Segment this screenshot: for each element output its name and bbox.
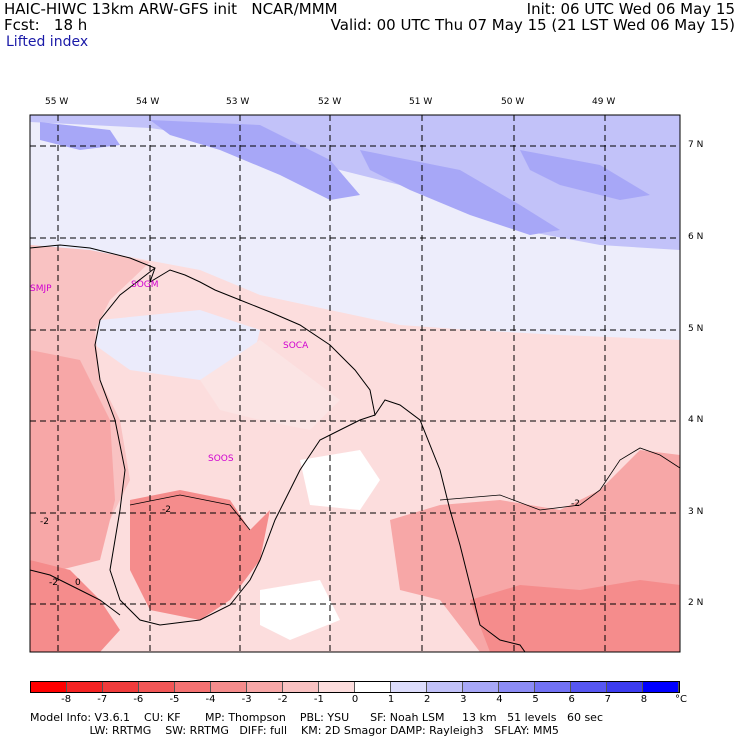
contour-label: -2 [571, 499, 580, 509]
lat-label: 6 N [688, 232, 704, 242]
lon-label: 50 W [501, 97, 525, 107]
colorbar-swatch [103, 682, 139, 692]
colorbar-swatch [571, 682, 607, 692]
colorbar-tick-label: 5 [532, 694, 539, 705]
colorbar-swatch [247, 682, 283, 692]
lon-label: 54 W [136, 97, 160, 107]
colorbar-tick-label: 3 [460, 694, 467, 705]
colorbar-swatch [535, 682, 571, 692]
forecast-hour: Fcst: 18 h [4, 16, 88, 34]
colorbar-tick-label: 4 [496, 694, 503, 705]
colorbar-tick-label: -6 [133, 694, 144, 705]
colorbar-tick-label: -5 [169, 694, 180, 705]
contour-label: -2 [40, 517, 49, 527]
lon-label: 52 W [318, 97, 342, 107]
colorbar-swatch [391, 682, 427, 692]
colorbar-tick-label: -8 [61, 694, 72, 705]
colorbar-tick-label: -3 [241, 694, 252, 705]
lat-label: 7 N [688, 140, 704, 150]
colorbar-tick-label: 0 [351, 694, 359, 705]
model-title: HAIC-HIWC 13km ARW-GFS init NCAR/MMM [4, 0, 338, 18]
colorbar-tick-label: 1 [387, 694, 395, 705]
lat-label: 3 N [688, 507, 704, 517]
colorbar-swatch [607, 682, 643, 692]
colorbar [30, 681, 680, 693]
lat-label: 5 N [688, 324, 704, 334]
lat-label: 4 N [688, 415, 704, 425]
lon-label: 55 W [45, 97, 69, 107]
colorbar-tick-label: 2 [424, 694, 431, 705]
contour-label: 0 [75, 578, 81, 588]
field-name: Lifted index [6, 34, 89, 50]
colorbar-tick-label: -7 [97, 694, 108, 705]
init-time: Init: 06 UTC Wed 06 May 15 [526, 0, 735, 18]
colorbar-swatch [31, 682, 67, 692]
colorbar-swatch [283, 682, 319, 692]
map-frame [29, 114, 681, 653]
valid-time: Valid: 00 UTC Thu 07 May 15 (21 LST Wed … [330, 16, 735, 34]
colorbar-swatch [427, 682, 463, 692]
colorbar-swatch [355, 682, 391, 692]
colorbar-swatch [643, 682, 679, 692]
colorbar-swatch [463, 682, 499, 692]
colorbar-unit: °C [675, 694, 687, 705]
station-label: SMJP [30, 284, 52, 294]
colorbar-swatch [211, 682, 247, 692]
colorbar-tick-label: 8 [640, 694, 648, 705]
lon-label: 49 W [592, 97, 616, 107]
colorbar-swatch [175, 682, 211, 692]
colorbar-tick-label: -1 [313, 694, 324, 705]
colorbar-swatch [67, 682, 103, 692]
station-label: SOOS [208, 454, 234, 464]
model-info-line1: Model Info: V3.6.1 CU: KF MP: Thompson P… [30, 711, 603, 724]
shaded-field [30, 115, 680, 652]
lat-label: 2 N [688, 598, 704, 608]
model-info-line2: LW: RRTMG SW: RRTMG DIFF: full KM: 2D Sm… [30, 724, 559, 737]
colorbar-tick-label: -2 [277, 694, 288, 705]
coastline [30, 244, 526, 652]
lon-label: 51 W [409, 97, 433, 107]
graticule [30, 115, 680, 652]
colorbar-ticks: -8 -7 -6 -5 -4 -3 -2 -1 0 1 2 3 4 5 6 7 8 [30, 695, 680, 707]
colorbar-tick-label: -4 [205, 694, 216, 705]
lon-label: 53 W [226, 97, 250, 107]
station-label: SOGM [131, 280, 159, 290]
colorbar-tick-label: 7 [604, 694, 611, 705]
colorbar-swatch [319, 682, 355, 692]
station-label: SOCA [283, 341, 309, 351]
colorbar-swatch [139, 682, 175, 692]
contour-label: -2 [49, 578, 58, 588]
colorbar-swatch [499, 682, 535, 692]
colorbar-tick-label: 6 [568, 694, 575, 705]
contour-label: -2 [162, 505, 171, 515]
